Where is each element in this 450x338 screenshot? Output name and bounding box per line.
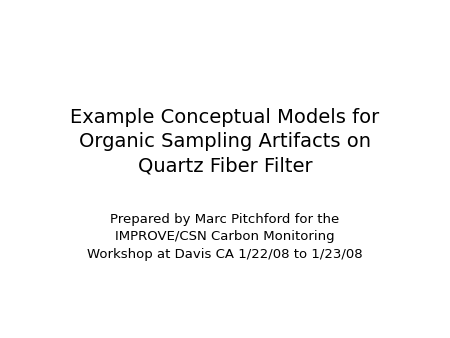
Text: Example Conceptual Models for
Organic Sampling Artifacts on
Quartz Fiber Filter: Example Conceptual Models for Organic Sa… [70,108,380,176]
Text: Prepared by Marc Pitchford for the
IMPROVE/CSN Carbon Monitoring
Workshop at Dav: Prepared by Marc Pitchford for the IMPRO… [87,213,363,261]
